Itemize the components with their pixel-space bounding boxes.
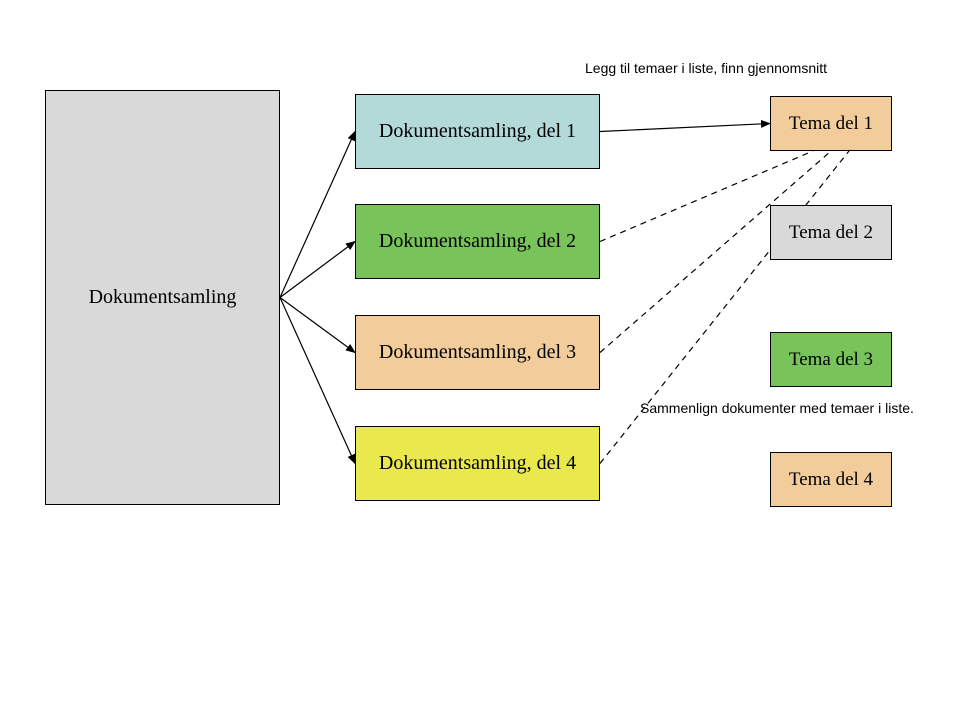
- node-root: Dokumentsamling: [45, 90, 280, 505]
- node-p2: Dokumentsamling, del 2: [355, 204, 600, 279]
- node-label: Tema del 3: [789, 349, 873, 371]
- node-p3: Dokumentsamling, del 3: [355, 315, 600, 390]
- edge-root-to-p3: [280, 298, 355, 353]
- annotation-text: Sammenlign dokumenter med temaer i liste…: [640, 400, 914, 416]
- annotation-top_note: Legg til temaer i liste, finn gjennomsni…: [585, 60, 915, 76]
- annotation-text: Legg til temaer i liste, finn gjennomsni…: [585, 60, 827, 76]
- diagram-canvas: Dokumentsamling Dokumentsamling, del 1 Dok…: [0, 0, 960, 720]
- node-label: Dokumentsamling: [89, 286, 237, 309]
- node-t2: Tema del 2: [770, 205, 892, 260]
- node-t3: Tema del 3: [770, 332, 892, 387]
- node-label: Tema del 4: [789, 469, 873, 491]
- node-label: Tema del 1: [789, 113, 873, 135]
- node-label: Dokumentsamling, del 3: [379, 341, 576, 364]
- edge-p1-to-t1: [600, 124, 770, 132]
- node-t4: Tema del 4: [770, 452, 892, 507]
- edge-root-to-p1: [280, 132, 355, 298]
- node-label: Dokumentsamling, del 1: [379, 120, 576, 143]
- edge-root-to-p4: [280, 298, 355, 464]
- edge-root-to-p2: [280, 242, 355, 298]
- edge-p4-to-t1: [600, 151, 849, 464]
- node-label: Dokumentsamling, del 2: [379, 230, 576, 253]
- node-p1: Dokumentsamling, del 1: [355, 94, 600, 169]
- node-label: Dokumentsamling, del 4: [379, 452, 576, 475]
- node-p4: Dokumentsamling, del 4: [355, 426, 600, 501]
- node-label: Tema del 2: [789, 222, 873, 244]
- annotation-bottom_note: Sammenlign dokumenter med temaer i liste…: [640, 400, 920, 416]
- node-t1: Tema del 1: [770, 96, 892, 151]
